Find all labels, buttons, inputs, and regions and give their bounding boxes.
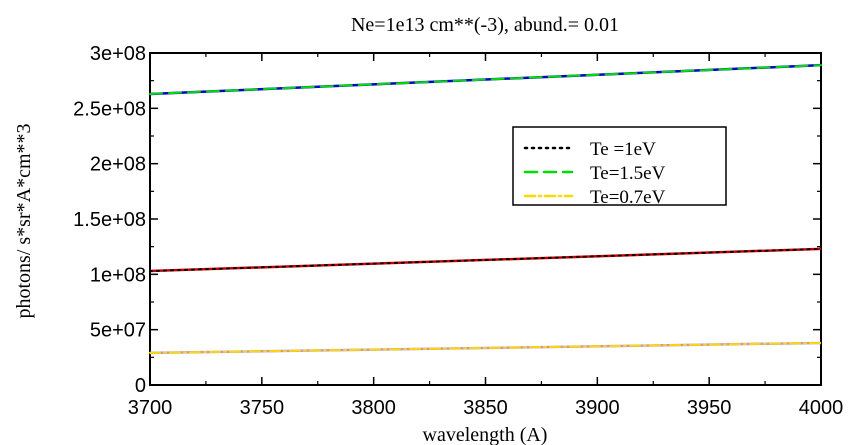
series-lines — [149, 63, 822, 355]
x-tick-label: 3750 — [240, 397, 285, 419]
y-tick-label: 3e+08 — [90, 43, 146, 65]
axis-ticks: 3700 3750 3800 3850 3900 3950 4000 0 5e+07 1e+08 1… — [73, 43, 843, 419]
y-axis-label: photons/ s*sr*A*cm**3 — [13, 124, 35, 319]
legend-label: Te=1.5eV — [590, 163, 666, 184]
x-tick-label: 3950 — [687, 397, 732, 419]
x-tick-label: 3800 — [351, 397, 396, 419]
series-line — [149, 64, 822, 95]
y-tick-label: 2e+08 — [90, 154, 146, 176]
x-tick-label: 3900 — [575, 397, 620, 419]
series-line — [149, 247, 822, 273]
y-tick-label: 1e+08 — [90, 264, 146, 286]
y-tick-label: 0 — [135, 375, 146, 397]
legend: Te =1eV Te=1.5eV Te=0.7eV — [512, 126, 727, 208]
x-tick-label: 3850 — [463, 397, 508, 419]
x-axis-label: wavelength (A) — [423, 424, 548, 445]
y-tick-label: 1.5e+08 — [73, 209, 146, 231]
x-tick-label: 3700 — [128, 397, 173, 419]
legend-box — [512, 126, 727, 206]
x-tick-label: 4000 — [799, 397, 844, 419]
chart-title: Ne=1e13 cm**(-3), abund.= 0.01 — [351, 14, 619, 36]
plot-area-frame — [149, 52, 822, 386]
series-line — [149, 341, 822, 354]
y-tick-label: 5e+07 — [90, 320, 146, 342]
y-tick-label: 2.5e+08 — [73, 98, 146, 120]
legend-label: Te =1eV — [590, 139, 656, 160]
legend-label: Te=0.7eV — [590, 187, 666, 208]
